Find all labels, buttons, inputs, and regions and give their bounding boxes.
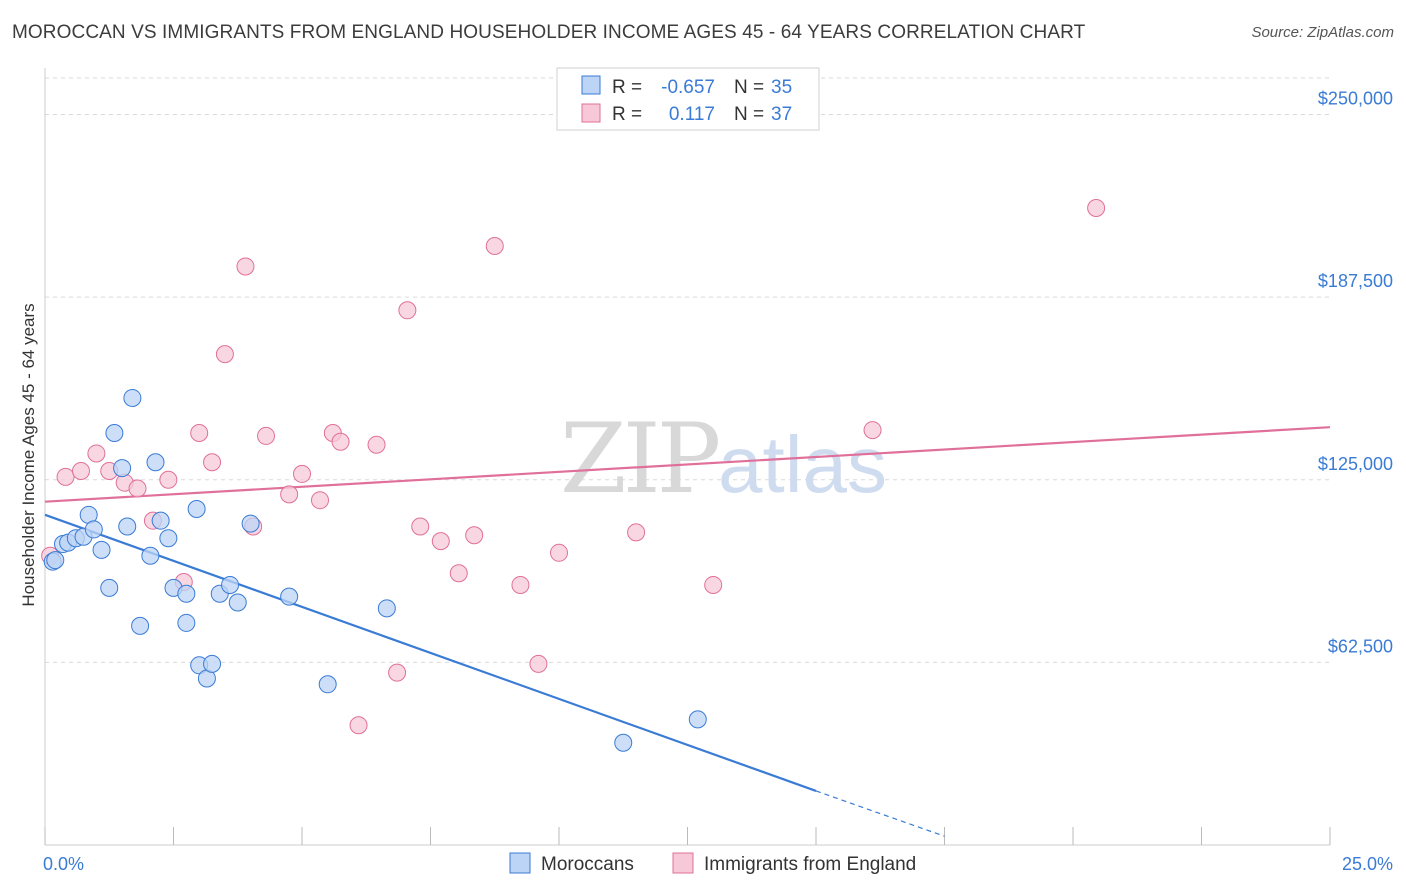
moroccans-point	[113, 459, 132, 478]
data-points	[41, 199, 1106, 752]
tick-labels: $62,500 $125,000 $187,500 $250,000 0.0% 25.0%	[43, 89, 1393, 874]
axes	[44, 68, 1331, 846]
moroccans-point	[151, 511, 170, 530]
moroccans-point	[318, 675, 337, 694]
bottom-legend-label-england: Immigrants from England	[704, 854, 916, 875]
moroccans-point	[159, 529, 178, 548]
legend-r-value-moroccans: -0.657	[661, 77, 715, 98]
legend-r-label-moroccans: R =	[612, 77, 642, 98]
moroccans-point	[105, 424, 124, 443]
england-point	[863, 421, 882, 440]
grid-lines	[45, 77, 1330, 663]
legend-n-label-england: N =	[734, 104, 764, 125]
bottom-legend-label-moroccans: Moroccans	[541, 854, 634, 875]
england-point	[87, 444, 106, 463]
bottom-legend-swatch-moroccans	[509, 852, 531, 874]
y-axis-title: Householder Income Ages 45 - 64 years	[19, 303, 38, 606]
legend-n-value-moroccans: 35	[771, 77, 792, 98]
england-point	[398, 301, 417, 320]
england-point	[190, 424, 209, 443]
y-tick-label: $250,000	[1318, 89, 1393, 109]
moroccans-point	[377, 599, 396, 618]
y-tick-label: $62,500	[1328, 636, 1393, 656]
england-point	[449, 564, 468, 583]
england-point	[627, 523, 646, 542]
moroccans-point	[614, 733, 633, 752]
moroccans-point	[46, 551, 65, 570]
watermark-atlas: atlas	[718, 420, 887, 509]
moroccans-point	[92, 540, 111, 559]
england-trend-line	[44, 426, 1331, 503]
moroccans-point	[177, 584, 196, 603]
england-point	[257, 426, 276, 445]
correlation-legend: R = -0.657 N = 35 R = 0.117 N = 37	[556, 67, 820, 131]
x-tick-label-max: 25.0%	[1342, 854, 1393, 874]
legend-swatch-england	[581, 103, 601, 123]
england-point	[215, 345, 234, 364]
legend-n-label-moroccans: N =	[734, 77, 764, 98]
legend-swatch-moroccans	[581, 75, 601, 95]
source-label: Source: ZipAtlas.com	[1251, 24, 1394, 41]
england-point	[71, 461, 90, 480]
moroccans-point	[221, 575, 240, 594]
y-tick-label: $125,000	[1318, 454, 1393, 474]
y-tick-label: $187,500	[1318, 271, 1393, 291]
legend-r-value-england: 0.117	[669, 104, 715, 125]
england-point	[367, 435, 386, 454]
england-point	[159, 470, 178, 489]
moroccans-point	[141, 546, 160, 565]
england-point	[485, 237, 504, 256]
series-legend: Moroccans Immigrants from England	[509, 852, 916, 875]
moroccans-point	[84, 520, 103, 539]
legend-r-label-england: R =	[612, 104, 642, 125]
moroccans-point	[203, 654, 222, 673]
chart-title: MOROCCAN VS IMMIGRANTS FROM ENGLAND HOUS…	[12, 22, 1086, 43]
england-point	[331, 432, 350, 451]
england-point	[511, 575, 530, 594]
moroccans-trend-extension	[815, 790, 945, 837]
england-point	[1087, 199, 1106, 218]
watermark-zip: ZIP	[560, 403, 719, 515]
moroccans-point	[241, 514, 260, 533]
england-point	[411, 517, 430, 536]
trend-lines	[44, 426, 1331, 837]
england-point	[310, 491, 329, 510]
moroccans-point	[123, 388, 142, 407]
moroccans-point	[100, 578, 119, 597]
england-point	[465, 526, 484, 545]
moroccans-point	[118, 517, 137, 536]
x-tick-label-min: 0.0%	[43, 854, 84, 874]
moroccans-point	[688, 710, 707, 729]
england-point	[529, 654, 548, 673]
moroccans-point	[131, 616, 150, 635]
england-point	[280, 485, 299, 504]
england-point	[236, 257, 255, 276]
england-point	[293, 464, 311, 483]
england-point	[431, 532, 450, 551]
moroccans-point	[187, 499, 206, 518]
moroccans-point	[146, 453, 165, 472]
moroccans-trend-line	[44, 513, 817, 792]
england-point	[203, 453, 222, 472]
moroccans-point	[228, 593, 247, 612]
bottom-legend-swatch-england	[672, 852, 694, 874]
moroccans-point	[280, 587, 299, 606]
england-point	[56, 467, 75, 486]
england-point	[550, 543, 568, 562]
england-point	[704, 575, 723, 594]
england-point	[349, 716, 368, 735]
england-point	[388, 663, 407, 682]
moroccans-point	[177, 613, 196, 632]
england-point	[128, 479, 147, 498]
watermark: ZIP atlas	[560, 403, 887, 515]
legend-n-value-england: 37	[771, 104, 792, 125]
